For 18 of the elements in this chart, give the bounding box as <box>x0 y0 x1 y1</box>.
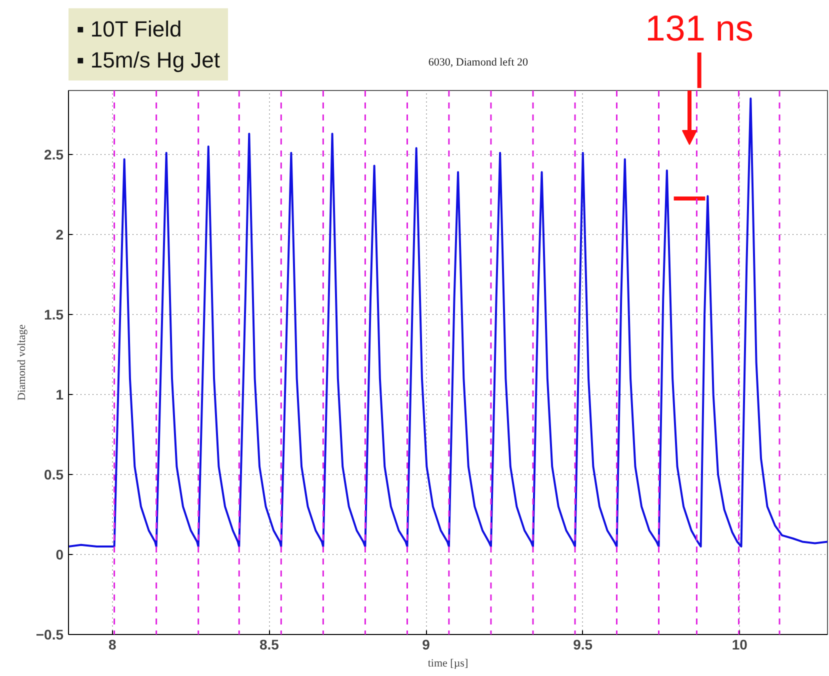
y-tick-label: 0.5 <box>44 466 64 482</box>
line-series <box>68 98 828 548</box>
y-axis-title: Diamond voltage <box>16 324 28 401</box>
x-tick-label: 9.5 <box>573 636 593 652</box>
x-tick-label: 10 <box>732 636 748 652</box>
y-tick-label: 2 <box>56 226 64 242</box>
y-tick-label: −0.5 <box>36 626 64 642</box>
x-axis-title: time [µs] <box>428 658 468 670</box>
x-tick-label: 8 <box>108 636 117 652</box>
y-tick-label: 0 <box>56 546 64 562</box>
text: ▪ 10T Field ▪ 15m/s Hg Jet <box>76 16 220 72</box>
text: 131 ns <box>645 8 754 48</box>
chart-title: 6030, Diamond left 20 <box>428 56 529 68</box>
x-tick-label: 8.5 <box>259 636 280 652</box>
y-tick-label: 2.5 <box>44 146 64 162</box>
x-tick-label: 9 <box>422 636 430 652</box>
y-tick-label: 1 <box>56 386 64 402</box>
y-tick-label: 1.5 <box>44 306 64 322</box>
